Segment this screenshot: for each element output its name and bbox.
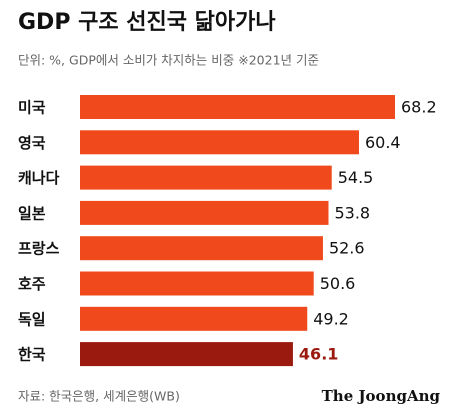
category-label: 캐나다 xyxy=(18,169,60,187)
bar xyxy=(80,271,314,296)
category-label: 영국 xyxy=(18,134,46,152)
category-label: 한국 xyxy=(18,346,46,364)
value-label: 52.6 xyxy=(329,239,365,258)
value-label: 53.8 xyxy=(334,203,370,222)
bar xyxy=(80,342,293,367)
bar xyxy=(80,165,332,190)
category-label: 독일 xyxy=(18,310,46,328)
chart-subtitle: 단위: %, GDP에서 소비가 차지하는 비중 ※2021년 기준 xyxy=(18,53,319,68)
bar xyxy=(80,95,395,119)
bar xyxy=(80,200,329,225)
bar xyxy=(80,236,323,261)
chart-title: GDP 구조 선진국 닮아가나 xyxy=(18,10,276,35)
value-label: 50.6 xyxy=(320,274,356,293)
category-label: 프랑스 xyxy=(18,240,60,258)
category-label: 미국 xyxy=(18,99,46,117)
value-label: 54.5 xyxy=(338,168,374,187)
bar xyxy=(80,306,308,331)
category-label: 호주 xyxy=(18,275,46,293)
source: 자료: 한국은행, 세계은행(WB) xyxy=(18,389,180,404)
category-label: 일본 xyxy=(18,204,46,222)
value-label: 46.1 xyxy=(299,345,338,364)
logo: The JoongAng xyxy=(322,387,441,405)
value-label: 60.4 xyxy=(365,133,401,152)
bar xyxy=(80,130,359,155)
value-label: 68.2 xyxy=(401,98,437,117)
value-label: 49.2 xyxy=(313,309,349,328)
